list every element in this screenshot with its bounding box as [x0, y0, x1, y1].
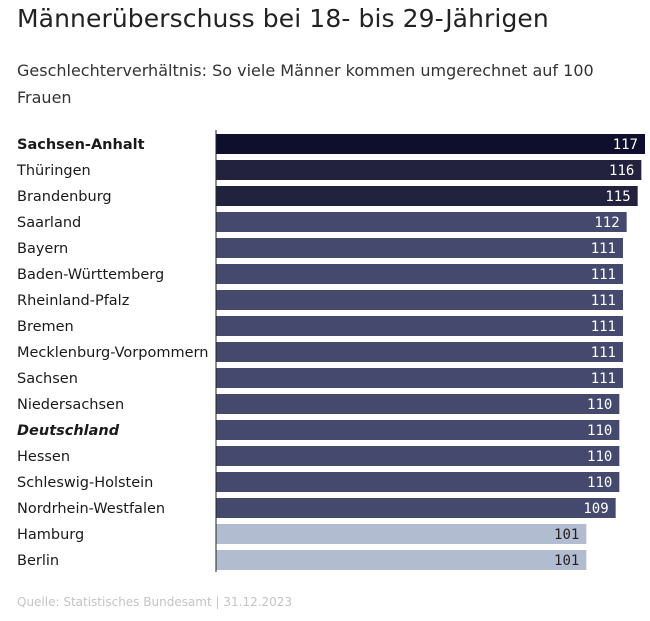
category-label: Deutschland: [17, 423, 120, 439]
category-label: Thüringen: [16, 163, 91, 179]
bar-value-label: 110: [587, 475, 612, 491]
bar: [216, 160, 642, 180]
bar-value-label: 110: [587, 397, 612, 413]
bar: [216, 134, 645, 154]
category-label: Sachsen-Anhalt: [17, 137, 145, 153]
bar: [216, 550, 587, 570]
bar: [216, 394, 620, 414]
bar-value-label: 110: [587, 449, 612, 465]
bar: [216, 472, 620, 492]
bar: [216, 498, 616, 518]
bar-value-label: 116: [609, 163, 634, 179]
category-label: Sachsen: [17, 371, 78, 387]
bar-value-label: 101: [554, 527, 579, 543]
bar-value-label: 112: [594, 215, 619, 231]
bar-value-label: 111: [591, 371, 616, 387]
category-label: Hessen: [17, 449, 70, 465]
bar: [216, 316, 623, 336]
category-label: Brandenburg: [17, 189, 112, 205]
source-note: Quelle: Statistisches Bundesamt | 31.12.…: [17, 595, 293, 609]
category-label: Mecklenburg-Vorpommern: [17, 345, 208, 361]
bar-value-label: 101: [554, 553, 579, 569]
bar: [216, 186, 638, 206]
bar-value-label: 117: [613, 137, 638, 153]
bar-value-label: 111: [591, 345, 616, 361]
category-label: Nordrhein-Westfalen: [17, 501, 165, 517]
bar-value-label: 111: [591, 293, 616, 309]
bar: [216, 238, 623, 258]
bar: [216, 524, 587, 544]
bar-value-label: 111: [591, 267, 616, 283]
category-label: Bayern: [17, 241, 68, 257]
bar: [216, 212, 627, 232]
bar: [216, 446, 620, 466]
category-label: Baden-Württemberg: [17, 267, 164, 283]
bar-value-label: 111: [591, 241, 616, 257]
bar: [216, 420, 620, 440]
category-label: Hamburg: [17, 527, 84, 543]
bar: [216, 264, 623, 284]
category-label: Saarland: [17, 215, 81, 231]
chart-title: Männerüberschuss bei 18- bis 29-Jährigen: [17, 4, 549, 33]
bar: [216, 290, 623, 310]
bar-value-label: 115: [605, 189, 630, 205]
category-label: Bremen: [17, 319, 74, 335]
bar-value-label: 111: [591, 319, 616, 335]
bar-value-label: 109: [583, 501, 608, 517]
category-label: Berlin: [17, 553, 59, 569]
category-label: Schleswig-Holstein: [17, 475, 153, 491]
category-label: Niedersachsen: [17, 397, 124, 413]
bar-value-label: 110: [587, 423, 612, 439]
category-label: Rheinland-Pfalz: [17, 293, 129, 309]
chart-subtitle: Geschlechterverhältnis: So viele Männer …: [17, 61, 594, 107]
bar: [216, 368, 623, 388]
bar: [216, 342, 623, 362]
